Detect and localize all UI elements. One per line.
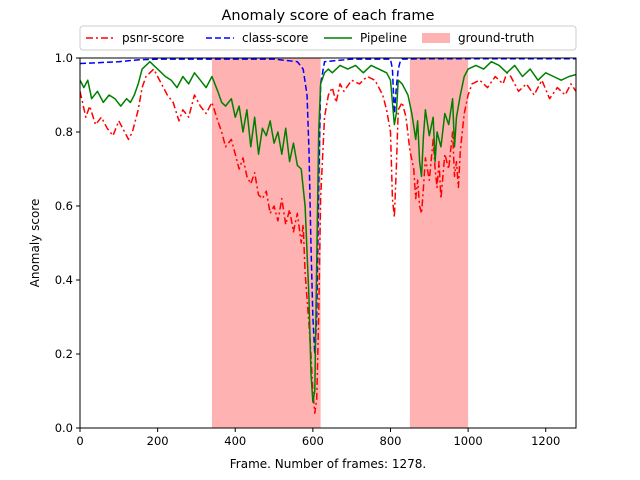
x-axis-label: Frame. Number of frames: 1278. (230, 457, 426, 471)
y-tick-label: 0.4 (55, 273, 73, 287)
y-tick-label: 0.2 (55, 347, 73, 361)
x-tick-label: 1000 (453, 434, 482, 448)
y-tick-label: 0.0 (55, 421, 73, 435)
x-axis-ticks: 0 200 400 600 800 1000 1200 (76, 428, 560, 448)
x-tick-label: 800 (380, 434, 402, 448)
y-tick-label: 0.6 (55, 199, 73, 213)
chart-title: Anomaly score of each frame (222, 8, 435, 24)
y-axis-label: Anomaly score (28, 199, 42, 288)
psnr-score-line (80, 68, 576, 414)
legend-swatch (422, 33, 450, 43)
ground-truth-spans (211, 58, 469, 428)
legend-label: class-score (242, 31, 308, 45)
x-tick-label: 1200 (531, 434, 560, 448)
y-tick-label: 0.8 (55, 125, 73, 139)
legend-label: psnr-score (122, 31, 184, 45)
x-tick-label: 400 (224, 434, 246, 448)
x-tick-label: 0 (76, 434, 83, 448)
legend-label: ground-truth (458, 31, 534, 45)
legend: psnr-score class-score Pipeline ground-trut… (79, 25, 577, 51)
Pipeline-line (80, 60, 576, 403)
ground-truth-span-1 (211, 58, 321, 428)
y-tick-label: 1.0 (55, 51, 73, 65)
x-tick-label: 600 (302, 434, 324, 448)
ground-truth-span-2 (409, 58, 469, 428)
plot-frame (79, 57, 577, 429)
x-tick-label: 200 (147, 434, 169, 448)
y-axis-ticks: 0.0 0.2 0.4 0.6 0.8 1.0 (55, 51, 80, 435)
legend-label: Pipeline (360, 31, 407, 45)
class-score-line (80, 58, 576, 355)
series-lines (80, 58, 576, 414)
